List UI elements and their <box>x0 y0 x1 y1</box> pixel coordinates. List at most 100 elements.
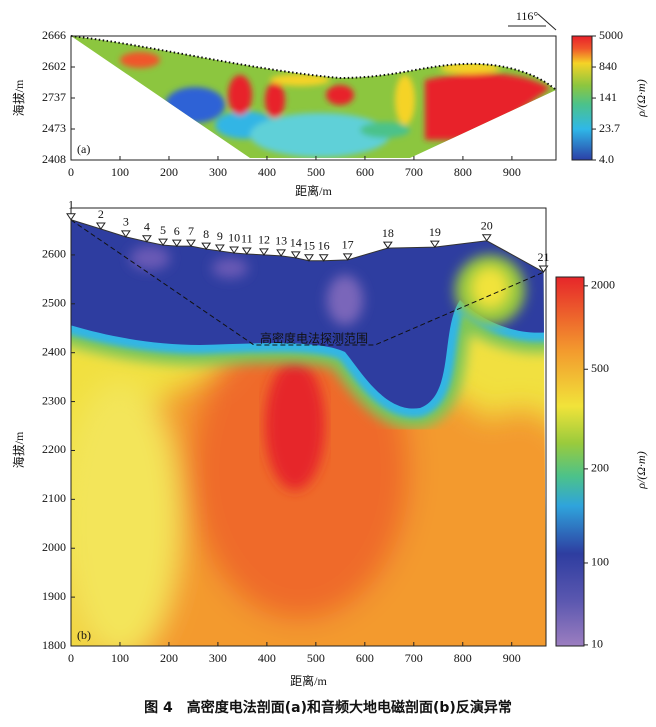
y-tick-label: 2408 <box>42 152 66 166</box>
colorbar-label: ρ/(Ω·m) <box>634 451 648 489</box>
station-marker <box>186 239 196 248</box>
station-label: 3 <box>123 215 129 229</box>
panel-label: (b) <box>77 628 91 642</box>
x-tick-label: 200 <box>160 651 178 665</box>
station-label: 15 <box>303 239 315 253</box>
station-marker <box>304 254 314 262</box>
surface-line <box>70 35 557 91</box>
colorbar-tick-label: 23.7 <box>599 121 620 135</box>
x-tick-label: 600 <box>356 165 374 179</box>
colorbar-label: ρ/(Ω·m) <box>634 79 648 117</box>
station-label: 20 <box>481 219 493 233</box>
y-tick-label: 2600 <box>42 247 66 261</box>
figure-caption: 图 4 高密度电法剖面(a)和音频大地电磁剖面(b)反演异常 <box>144 699 512 716</box>
y-tick-label: 2666 <box>42 28 66 42</box>
station-label: 5 <box>160 223 166 237</box>
survey-range-label: 高密度电法探测范围 <box>260 331 368 346</box>
station-label: 12 <box>258 233 270 247</box>
y-axis-label: 海拔/m <box>11 79 26 116</box>
y-tick-label: 2500 <box>42 296 66 310</box>
station-label: 6 <box>174 224 180 238</box>
y-tick-label: 1900 <box>42 589 66 603</box>
colorbar-tick-label: 100 <box>591 555 609 569</box>
station-marker <box>342 253 353 261</box>
colorbar-tick-label: 10 <box>591 637 603 651</box>
y-tick-label: 1800 <box>42 638 66 652</box>
x-tick-label: 300 <box>209 651 227 665</box>
station-marker <box>158 238 168 247</box>
x-tick-label: 600 <box>356 651 374 665</box>
colorbar-tick-label: 200 <box>591 461 609 475</box>
colorbar-tick-label: 840 <box>599 59 617 73</box>
station-marker <box>259 248 269 256</box>
y-tick-label: 2300 <box>42 393 66 407</box>
station-marker <box>171 239 182 248</box>
station-label: 18 <box>382 226 394 240</box>
x-tick-label: 500 <box>307 165 325 179</box>
station-marker <box>66 213 76 221</box>
station-label: 4 <box>144 219 150 233</box>
colorbar-a <box>571 35 593 161</box>
survey-range-line <box>70 219 545 346</box>
x-axis-label: 距离/m <box>290 673 327 688</box>
x-axis-label: 距离/m <box>295 183 332 198</box>
station-label: 14 <box>290 236 302 250</box>
y-tick-label: 2602 <box>42 59 66 73</box>
colorbar-tick-label: 500 <box>591 361 609 375</box>
station-label: 1 <box>68 197 74 211</box>
x-tick-label: 200 <box>160 165 178 179</box>
station-marker <box>120 230 131 238</box>
station-marker <box>318 254 329 262</box>
station-marker <box>538 265 549 273</box>
x-tick-label: 100 <box>111 165 129 179</box>
resistivity-section-b <box>71 219 546 646</box>
station-marker <box>201 242 212 250</box>
station-label: 11 <box>241 232 253 246</box>
x-tick-label: 300 <box>209 165 227 179</box>
x-tick-label: 0 <box>68 651 74 665</box>
y-tick-label: 2737 <box>42 90 66 104</box>
station-marker <box>429 240 440 249</box>
x-tick-label: 100 <box>111 651 129 665</box>
station-marker <box>141 235 152 243</box>
station-label: 8 <box>203 227 209 241</box>
y-tick-label: 2100 <box>42 491 66 505</box>
station-label: 13 <box>275 234 287 248</box>
station-marker <box>290 251 301 259</box>
colorbar-tick-label: 141 <box>599 90 617 104</box>
station-label: 21 <box>538 250 550 264</box>
plot-frame-b <box>70 207 547 647</box>
station-label: 2 <box>98 207 104 221</box>
x-tick-label: 900 <box>503 165 521 179</box>
y-tick-label: 2400 <box>42 344 66 358</box>
station-marker <box>241 247 252 255</box>
azimuth-arrow <box>537 13 557 31</box>
azimuth-label: 116° <box>516 9 539 23</box>
station-label: 17 <box>342 238 354 252</box>
x-tick-label: 500 <box>307 651 325 665</box>
x-tick-label: 400 <box>258 165 276 179</box>
x-tick-label: 700 <box>405 165 423 179</box>
x-tick-label: 0 <box>68 165 74 179</box>
station-label: 7 <box>188 224 194 238</box>
resistivity-section-a <box>71 36 556 158</box>
x-tick-label: 800 <box>454 651 472 665</box>
station-marker <box>95 222 106 230</box>
station-label: 10 <box>228 231 240 245</box>
panel-label: (a) <box>77 142 90 156</box>
colorbar-tick-label: 2000 <box>591 278 615 292</box>
x-tick-label: 900 <box>503 651 521 665</box>
station-marker <box>214 244 225 252</box>
station-label: 16 <box>318 239 330 253</box>
station-label: 9 <box>217 229 223 243</box>
x-tick-label: 800 <box>454 165 472 179</box>
x-tick-label: 700 <box>405 651 423 665</box>
station-marker <box>229 246 240 254</box>
y-tick-label: 2473 <box>42 121 66 135</box>
x-tick-label: 400 <box>258 651 276 665</box>
y-tick-label: 2000 <box>42 540 66 554</box>
station-marker <box>382 241 393 249</box>
y-axis-label: 海拔/m <box>11 431 26 468</box>
station-marker <box>276 249 287 257</box>
